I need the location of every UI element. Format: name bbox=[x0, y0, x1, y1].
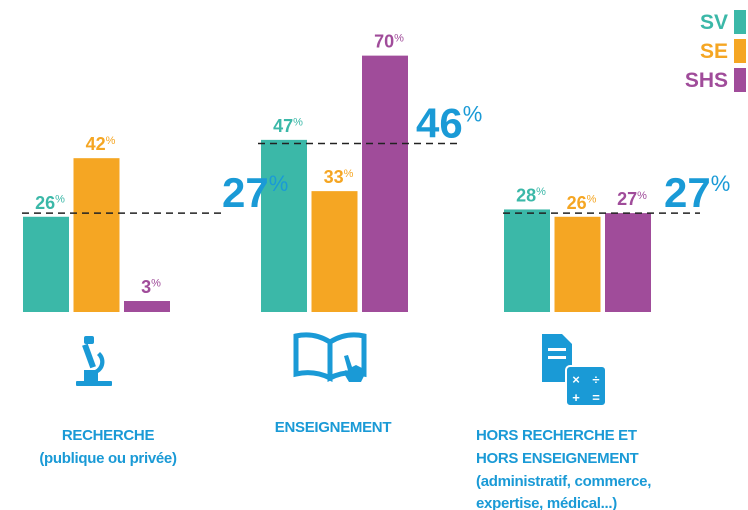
value-label: 26% bbox=[35, 193, 65, 213]
value-label: 47% bbox=[273, 116, 303, 136]
bar bbox=[504, 209, 550, 312]
value-label-number: 28 bbox=[516, 185, 536, 205]
legend-label: SHS bbox=[685, 69, 728, 92]
value-label: 3% bbox=[141, 277, 161, 297]
value-label: 27% bbox=[617, 189, 647, 209]
category-label: HORS RECHERCHE ET bbox=[476, 427, 637, 444]
value-label: 26% bbox=[567, 193, 597, 213]
svg-text:+: + bbox=[572, 390, 580, 405]
value-label-number: 26 bbox=[35, 193, 55, 213]
average-label-number: 46 bbox=[416, 100, 463, 147]
average-label: 27% bbox=[222, 169, 288, 216]
bar bbox=[605, 213, 651, 312]
book-icon bbox=[293, 332, 367, 383]
bar bbox=[73, 158, 120, 312]
average-label-unit: % bbox=[463, 102, 483, 127]
average-label: 46% bbox=[416, 100, 482, 147]
icons: × ÷ + = bbox=[76, 332, 607, 407]
average-label-number: 27 bbox=[222, 169, 269, 216]
value-label: 33% bbox=[324, 167, 354, 187]
microscope-icon bbox=[76, 336, 112, 386]
category-label: ENSEIGNEMENT bbox=[275, 419, 392, 436]
average-label-unit: % bbox=[711, 171, 731, 196]
value-label-unit: % bbox=[344, 168, 354, 180]
category-label: expertise, médical...) bbox=[476, 495, 617, 510]
value-label-unit: % bbox=[293, 117, 303, 129]
svg-text:=: = bbox=[592, 390, 600, 405]
value-label-number: 70 bbox=[374, 32, 394, 52]
average-label-unit: % bbox=[269, 171, 289, 196]
legend-swatch bbox=[734, 68, 746, 92]
category-label: RECHERCHE bbox=[62, 427, 155, 444]
value-label-unit: % bbox=[151, 278, 161, 290]
value-label-unit: % bbox=[587, 193, 597, 205]
category-label: (publique ou privée) bbox=[39, 450, 177, 467]
average-label-number: 27 bbox=[664, 169, 711, 216]
bar bbox=[362, 55, 408, 312]
bar bbox=[23, 216, 69, 312]
value-label-unit: % bbox=[637, 190, 647, 202]
value-label-unit: % bbox=[394, 32, 404, 44]
value-label-number: 26 bbox=[567, 193, 587, 213]
legend-label: SV bbox=[700, 11, 728, 34]
value-label-number: 33 bbox=[324, 167, 344, 187]
svg-text:÷: ÷ bbox=[592, 372, 599, 387]
value-label-unit: % bbox=[536, 186, 546, 198]
bar bbox=[124, 301, 170, 312]
value-label-number: 42 bbox=[86, 134, 106, 154]
svg-text:×: × bbox=[572, 372, 580, 387]
value-label-unit: % bbox=[55, 193, 65, 205]
value-label-number: 27 bbox=[617, 189, 637, 209]
average-label: 27% bbox=[664, 169, 730, 216]
category-label: HORS ENSEIGNEMENT bbox=[476, 450, 639, 467]
value-label-unit: % bbox=[106, 135, 116, 147]
value-label: 42% bbox=[86, 134, 116, 154]
value-label: 70% bbox=[374, 32, 404, 52]
category-label: (administratif, commerce, bbox=[476, 473, 651, 490]
legend-swatch bbox=[734, 10, 746, 34]
value-label-number: 47 bbox=[273, 116, 293, 136]
value-label: 28% bbox=[516, 185, 546, 205]
bar bbox=[261, 139, 307, 312]
bar bbox=[311, 191, 358, 312]
value-label-number: 3 bbox=[141, 277, 151, 297]
legend-label: SE bbox=[700, 40, 728, 63]
bar bbox=[554, 216, 601, 312]
legend-swatch bbox=[734, 39, 746, 63]
document-calculator-icon: × ÷ + = bbox=[542, 334, 607, 407]
